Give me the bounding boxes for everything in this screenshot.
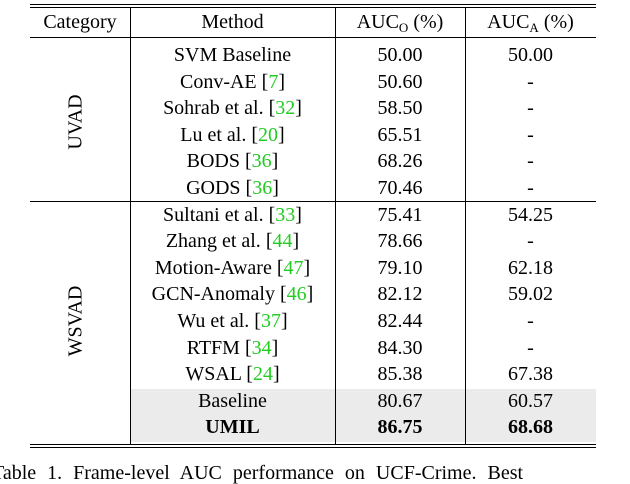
method-cell: Sohrab et al. 32 <box>130 95 335 121</box>
method-cell: Zhang et al. 44 <box>130 228 335 254</box>
bottom-rule <box>30 446 596 448</box>
group-rule <box>30 201 596 203</box>
value-cell: 67.38 <box>508 363 553 386</box>
value-cell: - <box>527 150 534 173</box>
method-name: GODS <box>186 177 241 199</box>
method-name: UMIL <box>205 416 260 439</box>
method-name: Sohrab et al. <box>163 97 264 120</box>
method-cell: BODS 36 <box>130 148 335 174</box>
value-cell: 50.00 <box>377 44 423 66</box>
header-cell: Category <box>30 9 130 35</box>
column-rule <box>335 8 336 444</box>
method-name: Sultani et al. <box>163 203 264 226</box>
header-subscript: O <box>398 20 409 35</box>
method-cell: Lu et al. 20 <box>130 122 335 148</box>
value-cell: - <box>527 336 534 359</box>
value-cell: 59.02 <box>508 283 553 306</box>
method-name: Zhang et al. <box>165 230 261 253</box>
citation: 34 <box>245 337 278 359</box>
method-name: Baseline <box>198 389 267 412</box>
method-cell: GCN-Anomaly 46 <box>130 281 335 307</box>
method-cell: GODS 36 <box>130 175 335 201</box>
value-cell: 60.57 <box>508 389 553 412</box>
value-cell: 54.25 <box>508 203 553 226</box>
method-cell: Motion-Aware 47 <box>130 255 335 281</box>
header-rule <box>30 37 596 38</box>
row-shade <box>130 415 596 442</box>
bottom-rule <box>30 443 596 445</box>
value-cell: - <box>527 310 534 332</box>
header-cell: AUCA (%) <box>465 9 596 35</box>
method-name: SVM Baseline <box>173 44 292 66</box>
value-cell: 79.10 <box>377 256 423 279</box>
method-cell: Sultani et al. 33 <box>130 202 335 228</box>
method-name: RTFM <box>186 336 240 359</box>
header-text: AUC <box>356 11 399 33</box>
method-cell: Baseline <box>130 388 335 414</box>
header-text: AUC <box>487 11 530 33</box>
top-rule <box>30 4 596 5</box>
value-cell: 70.46 <box>377 177 423 199</box>
value-cell: 78.66 <box>377 230 423 253</box>
value-cell: - <box>527 177 534 199</box>
citation: 24 <box>246 363 279 385</box>
header-cell: AUCO (%) <box>335 9 465 35</box>
value-cell: 58.50 <box>377 97 423 120</box>
citation: 20 <box>251 124 284 146</box>
citation: 46 <box>280 283 313 305</box>
value-cell: - <box>527 123 534 146</box>
header-unit: (%) <box>413 11 444 33</box>
method-name: WSAL <box>185 363 242 386</box>
value-cell: 68.68 <box>508 416 553 439</box>
citation: 36 <box>245 150 278 172</box>
value-cell: - <box>527 97 534 120</box>
value-cell: 82.44 <box>377 310 423 332</box>
method-name: Conv-AE <box>179 70 257 93</box>
method-cell: UMIL <box>130 414 335 440</box>
header-text: Method <box>201 11 264 33</box>
citation: 36 <box>246 177 279 199</box>
header-unit: (%) <box>543 11 574 33</box>
value-cell: 50.60 <box>377 70 423 93</box>
category-label: UVAD <box>64 93 87 150</box>
top-rule <box>30 7 596 8</box>
citation: 37 <box>254 310 287 332</box>
method-name: Motion-Aware <box>154 256 272 279</box>
category-label: WSVAD <box>64 285 87 357</box>
value-cell: 68.26 <box>377 150 423 173</box>
header-text: Category <box>43 11 117 33</box>
value-cell: 65.51 <box>377 123 423 146</box>
row-shade <box>130 388 596 416</box>
method-name: Wu et al. <box>177 310 250 332</box>
value-cell: 86.75 <box>377 416 423 439</box>
value-cell: 84.30 <box>377 336 423 359</box>
value-cell: 85.38 <box>377 363 423 386</box>
value-cell: - <box>527 230 534 253</box>
caption: Table 1. Frame-level AUC performance on … <box>0 462 524 484</box>
value-cell: 80.67 <box>377 389 423 412</box>
value-cell: 50.00 <box>508 44 553 66</box>
column-rule <box>130 8 131 444</box>
method-name: GCN-Anomaly <box>151 283 275 306</box>
column-rule <box>465 8 466 444</box>
method-cell: SVM Baseline <box>130 42 335 68</box>
citation: 44 <box>266 230 299 252</box>
citation: 47 <box>277 257 310 279</box>
method-cell: WSAL 24 <box>130 361 335 387</box>
value-cell: 62.18 <box>508 256 553 279</box>
header-subscript: A <box>529 20 539 35</box>
method-name: BODS <box>186 150 240 173</box>
citation: 7 <box>262 71 285 93</box>
method-name: Lu et al. <box>180 123 247 146</box>
value-cell: 75.41 <box>377 203 423 226</box>
value-cell: 82.12 <box>377 283 423 306</box>
method-cell: RTFM 34 <box>130 335 335 361</box>
citation: 32 <box>269 97 302 119</box>
value-cell: - <box>527 70 534 93</box>
method-cell: Conv-AE 7 <box>130 69 335 95</box>
citation: 33 <box>269 204 302 226</box>
method-cell: Wu et al. 37 <box>130 308 335 334</box>
header-cell: Method <box>130 9 335 35</box>
